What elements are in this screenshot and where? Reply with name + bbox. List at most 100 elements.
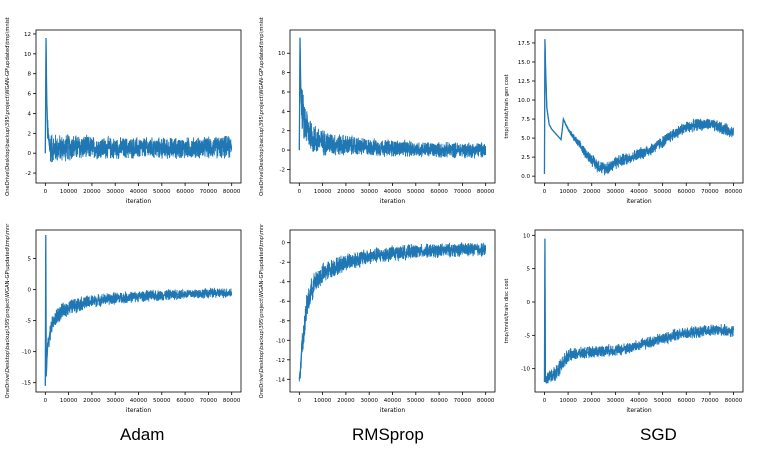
x-tick-label: 70000: [454, 189, 472, 195]
x-tick-label: 40000: [384, 189, 402, 195]
y-tick-label: 6: [282, 90, 286, 96]
x-tick-label: 20000: [583, 189, 601, 195]
y-tick-label: 0.0: [521, 174, 530, 180]
y-tick-label: 2: [28, 131, 32, 137]
x-axis-label: iteration: [126, 198, 152, 205]
y-tick-label: -2: [26, 171, 31, 177]
y-axis-label: OneDrive\Desktop\backup\395\project\WGAN…: [5, 17, 11, 196]
x-tick-label: 60000: [176, 189, 194, 195]
chart-panel-4: 0 10000 20000 30000 40000 50000 60000 70000 8000…: [259, 223, 496, 414]
y-tick-label: 8: [28, 72, 32, 78]
y-tick-label: -10: [521, 367, 530, 373]
chart-panel-0: 0 10000 20000 30000 40000 50000 60000 70000 8000…: [5, 17, 242, 205]
y-tick-label: 0: [282, 148, 286, 154]
caption-rmsprop: RMSprop: [352, 425, 424, 444]
x-tick-label: 80000: [223, 398, 241, 404]
y-tick-label: 4: [282, 109, 286, 115]
y-tick-label: 12: [24, 32, 31, 38]
axes-frame: [289, 29, 496, 184]
x-tick-label: 40000: [130, 398, 148, 404]
x-tick-label: 60000: [430, 398, 448, 404]
x-tick-label: 40000: [130, 189, 148, 195]
series-line-noise: [544, 252, 734, 384]
y-tick-label: 2.5: [521, 155, 530, 161]
x-tick-label: 70000: [701, 398, 719, 404]
y-tick-label: -10: [22, 350, 31, 356]
x-tick-label: 20000: [337, 189, 355, 195]
y-tick-label: 17.5: [518, 41, 531, 47]
x-tick-label: 40000: [630, 189, 648, 195]
x-tick-label: 60000: [176, 398, 194, 404]
x-tick-label: 0: [44, 398, 48, 404]
x-tick-label: 30000: [106, 189, 124, 195]
x-tick-label: 60000: [678, 189, 696, 195]
x-tick-label: 50000: [407, 398, 425, 404]
y-tick-label: -6: [280, 299, 286, 305]
chart-panel-3: 0 10000 20000 30000 40000 50000 60000 70000 8000…: [5, 223, 242, 414]
x-tick-label: 70000: [454, 398, 472, 404]
x-tick-label: 10000: [314, 398, 332, 404]
x-tick-label: 30000: [106, 398, 124, 404]
x-tick-label: 50000: [654, 398, 672, 404]
x-tick-label: 80000: [477, 189, 495, 195]
chart-panel-2: 0 10000 20000 30000 40000 50000 60000 70000 8000…: [504, 29, 744, 205]
caption-adam: Adam: [120, 425, 165, 444]
y-tick-label: -5: [26, 319, 32, 325]
y-axis-label: tmp/mnist/train disc cost: [504, 279, 510, 344]
y-tick-label: -5: [525, 333, 531, 339]
x-tick-label: 80000: [725, 189, 743, 195]
chart-panel-1: 0 10000 20000 30000 40000 50000 60000 70000 8000…: [259, 17, 496, 205]
x-tick-label: 10000: [314, 189, 332, 195]
y-tick-label: -14: [276, 377, 285, 383]
x-tick-label: 30000: [607, 398, 625, 404]
caption-sgd: SGD: [640, 425, 677, 444]
axes-frame: [35, 29, 242, 184]
y-tick-label: -10: [276, 338, 285, 344]
x-axis-label: iteration: [380, 407, 406, 414]
y-axis-label: OneDrive\Desktop\backup\395\project\WGAN…: [259, 17, 265, 196]
x-tick-label: 0: [543, 398, 547, 404]
y-tick-label: 0: [28, 288, 32, 294]
x-tick-label: 70000: [200, 189, 218, 195]
x-tick-label: 0: [298, 189, 302, 195]
x-tick-label: 20000: [83, 398, 101, 404]
y-tick-label: 0: [282, 241, 286, 247]
x-tick-label: 10000: [559, 398, 577, 404]
x-tick-label: 80000: [725, 398, 743, 404]
x-tick-label: 60000: [430, 189, 448, 195]
x-tick-label: 50000: [654, 189, 672, 195]
x-tick-label: 80000: [223, 189, 241, 195]
y-tick-label: 4: [28, 111, 32, 117]
x-tick-label: 20000: [583, 398, 601, 404]
series-line-trend: [298, 37, 486, 151]
x-tick-label: 40000: [384, 398, 402, 404]
series-line-trend: [543, 238, 734, 383]
series-line-noise: [44, 250, 233, 386]
x-tick-label: 10000: [60, 398, 78, 404]
y-tick-label: 7.5: [521, 117, 530, 123]
x-tick-label: 10000: [60, 189, 78, 195]
series-line-trend: [543, 39, 734, 174]
y-tick-label: -15: [22, 381, 31, 387]
series-line-noise: [44, 37, 233, 163]
y-tick-label: 12.5: [518, 79, 531, 85]
x-tick-label: 70000: [701, 189, 719, 195]
x-tick-label: 60000: [678, 398, 696, 404]
y-tick-label: -4: [280, 280, 286, 286]
y-tick-label: 5: [28, 257, 32, 263]
y-tick-label: 10: [24, 52, 31, 58]
y-tick-label: 10: [523, 233, 530, 239]
x-tick-label: 70000: [200, 398, 218, 404]
y-tick-label: 2: [282, 129, 286, 135]
x-axis-label: iteration: [380, 198, 406, 205]
x-tick-label: 30000: [607, 189, 625, 195]
x-axis-label: iteration: [626, 407, 652, 414]
x-tick-label: 10000: [559, 189, 577, 195]
y-tick-label: 6: [28, 92, 32, 98]
series-line-trend: [44, 234, 232, 386]
series-line-noise: [298, 37, 487, 159]
y-tick-label: 5.0: [521, 136, 530, 142]
y-tick-label: -2: [280, 260, 285, 266]
series-line-trend: [298, 248, 486, 380]
